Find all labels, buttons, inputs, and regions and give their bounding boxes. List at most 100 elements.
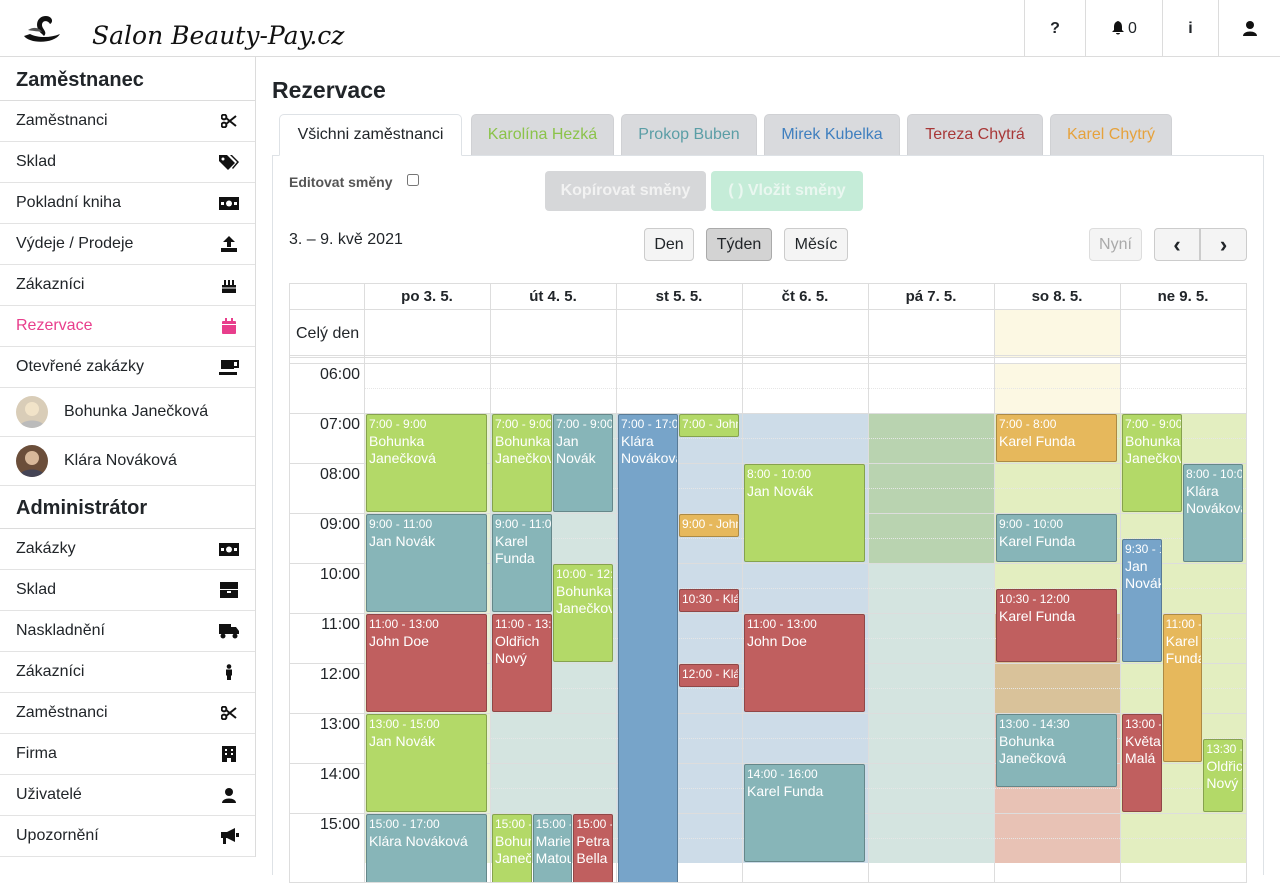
day-column-divider [616, 284, 617, 882]
allday-label: Celý den [296, 325, 360, 342]
admin-menu-item-0[interactable]: Zakázky [0, 529, 255, 570]
megaphone-icon [219, 826, 239, 846]
hour-line [290, 713, 1246, 714]
calendar-event[interactable]: 10:30 - Klára [679, 589, 739, 612]
tab-employee-2[interactable]: Prokop Buben [621, 114, 757, 155]
employee-menu-item-3[interactable]: Výdeje / Prodeje [0, 224, 255, 265]
admin-menu-item-1[interactable]: Sklad [0, 570, 255, 611]
user-menu-button[interactable] [1218, 0, 1280, 57]
calendar-event[interactable]: 8:00 - 10:00 Jan Novák [744, 464, 865, 562]
tab-employee-5[interactable]: Karel Chytrý [1050, 114, 1172, 155]
employee-menu-item-0[interactable]: Zaměstnanci [0, 101, 255, 142]
calendar-event[interactable]: 11:00 - 13:00 John Doe [744, 614, 865, 712]
employee-menu-item-1[interactable]: Sklad [0, 142, 255, 183]
admin-menu-item-6[interactable]: Uživatelé [0, 775, 255, 816]
view-week-button[interactable]: Týden [706, 228, 772, 261]
calendar-event[interactable]: 11:00 - 14:00 Karel Funda [1162, 614, 1203, 762]
admin-menu-item-7[interactable]: Upozornění [0, 816, 255, 857]
copy-shifts-button[interactable]: Kopírovat směny [545, 171, 706, 211]
hour-label: 06:00 [319, 366, 360, 383]
calendar-event[interactable]: 7:00 - 8:00 Karel Funda [996, 414, 1117, 462]
calendar-event[interactable]: 7:00 - 17:00 Klára Nováková [618, 414, 678, 882]
event-time: 8:00 - 10:00 [747, 467, 812, 481]
calendar-event[interactable]: 8:00 - 10:00 Klára Nováková [1183, 464, 1243, 562]
calendar-event[interactable]: 7:00 - 9:00 Jan Novák [553, 414, 613, 512]
user-entry-0[interactable]: Bohunka Janečková [0, 388, 255, 437]
calendar-event[interactable]: 7:00 - 9:00 Bohunka Janečková [1122, 414, 1182, 512]
event-time: 13:30 - 15:00 [1206, 742, 1242, 756]
tab-employee-3[interactable]: Mirek Kubelka [764, 114, 900, 155]
hour-label: 11:00 [321, 616, 360, 633]
admin-menu-item-4[interactable]: Zaměstnanci [0, 693, 255, 734]
employee-menu-item-6[interactable]: Otevřené zakázky [0, 347, 255, 388]
calendar-event[interactable]: 7:00 - 9:00 Bohunka Janečková [366, 414, 487, 512]
tags-icon [219, 152, 239, 172]
employee-menu-item-4[interactable]: Zákazníci [0, 265, 255, 306]
hour-line [290, 413, 1246, 414]
event-title: John Doe [747, 633, 807, 649]
tab-employee-1[interactable]: Karolína Hezká [471, 114, 614, 155]
now-button[interactable]: Nyní [1089, 228, 1142, 261]
calendar-event[interactable]: 13:30 - 15:00 Oldřich Nový [1203, 739, 1243, 812]
week-calendar: 06:00 07:00 08:00 09:00 10:00 11:00 12:00 13:00… [289, 283, 1247, 883]
tab-employee-0[interactable]: Všichni zaměstnanci [279, 114, 462, 156]
sidebar-item-label: Rezervace [16, 317, 93, 334]
employee-menu-item-5[interactable]: Rezervace [0, 306, 255, 347]
tab-employee-4[interactable]: Tereza Chytrá [907, 114, 1043, 155]
calendar-event[interactable]: 10:00 - 12:00 Bohunka Janečková [553, 564, 613, 662]
event-title: Květa Malá [1125, 733, 1161, 766]
calendar-event[interactable]: 9:00 - 11:00 Karel Funda [492, 514, 552, 612]
sidebar-item-label: Uživatelé [16, 786, 82, 803]
sidebar-item-label: Naskladnění [16, 622, 105, 639]
help-button[interactable]: ? [1024, 0, 1085, 57]
calendar-event[interactable]: 9:00 - John [679, 514, 739, 537]
calendar-event[interactable]: 11:00 - 13:00 John Doe [366, 614, 487, 712]
view-day-button[interactable]: Den [644, 228, 694, 261]
calendar-event[interactable]: 10:30 - 12:00 Karel Funda [996, 589, 1117, 662]
admin-menu-item-2[interactable]: Naskladnění [0, 611, 255, 652]
calendar-event[interactable]: 9:30 - 12:00 Jan Novák [1122, 539, 1162, 662]
money-icon [219, 539, 239, 559]
scissors-icon [219, 111, 239, 131]
calendar-event[interactable]: 7:00 - 9:00 Bohunka Janečková [492, 414, 552, 512]
event-time: 10:00 - 12:00 [556, 567, 612, 581]
day-header: čt 6. 5. [781, 288, 829, 305]
calendar-event[interactable]: 14:00 - 16:00 Karel Funda [744, 764, 865, 862]
notifications-button[interactable]: 0 [1085, 0, 1162, 57]
info-button[interactable]: i [1162, 0, 1218, 57]
brand-logo[interactable]: Salon Beauty-Pay.cz [20, 12, 344, 50]
next-week-button[interactable]: › [1200, 228, 1247, 261]
user-name: Bohunka Janečková [64, 403, 209, 420]
user-entry-1[interactable]: Klára Nováková [0, 437, 255, 486]
employee-menu-item-2[interactable]: Pokladní kniha [0, 183, 255, 224]
user-icon [219, 785, 239, 805]
calendar-event[interactable]: 7:00 - Johnny [679, 414, 739, 437]
scissors-icon [219, 703, 239, 723]
view-month-button[interactable]: Měsíc [784, 228, 848, 261]
calendar-event[interactable]: 13:00 - 15:00 Květa Malá [1122, 714, 1162, 812]
event-title: Jan Novák [747, 483, 814, 499]
calendar-event[interactable]: 15:00 - 17:00 Petra Bella [573, 814, 613, 882]
cake-icon [219, 275, 239, 295]
hour-label: 12:00 [319, 666, 360, 683]
calendar-event[interactable]: 15:00 - 17:00 Marie Matoušková [532, 814, 573, 882]
sidebar-item-label: Otevřené zakázky [16, 358, 145, 375]
calendar-event[interactable]: 13:00 - 15:00 Jan Novák [366, 714, 487, 812]
calendar-event[interactable]: 15:00 - 17:00 Klára Nováková [366, 814, 487, 882]
calendar-event[interactable]: 9:00 - 10:00 Karel Funda [996, 514, 1117, 562]
calendar-event[interactable]: 9:00 - 11:00 Jan Novák [366, 514, 487, 612]
admin-menu-item-5[interactable]: Firma [0, 734, 255, 775]
notification-count: 0 [1128, 19, 1137, 37]
event-title: Marie Matoušková [535, 833, 573, 866]
calendar-event[interactable]: 12:00 - Klára [679, 664, 739, 687]
prev-week-button[interactable]: ‹ [1154, 228, 1200, 261]
calendar-event[interactable]: 15:00 - 17:00 Bohunka Janečková [492, 814, 532, 882]
admin-menu-item-3[interactable]: Zákazníci [0, 652, 255, 693]
edit-shifts-checkbox[interactable] [407, 174, 419, 186]
calendar-event[interactable]: 11:00 - 13:00 Oldřich Nový [492, 614, 552, 712]
event-time: 11:00 - 14:00 [1165, 617, 1203, 631]
brand-name: Salon Beauty-Pay.cz [92, 21, 345, 50]
calendar-event[interactable]: 13:00 - 14:30 Bohunka Janečková [996, 714, 1117, 787]
paste-shifts-button[interactable]: ( ) Vložit směny [711, 171, 863, 211]
allday-highlight [994, 310, 1120, 358]
